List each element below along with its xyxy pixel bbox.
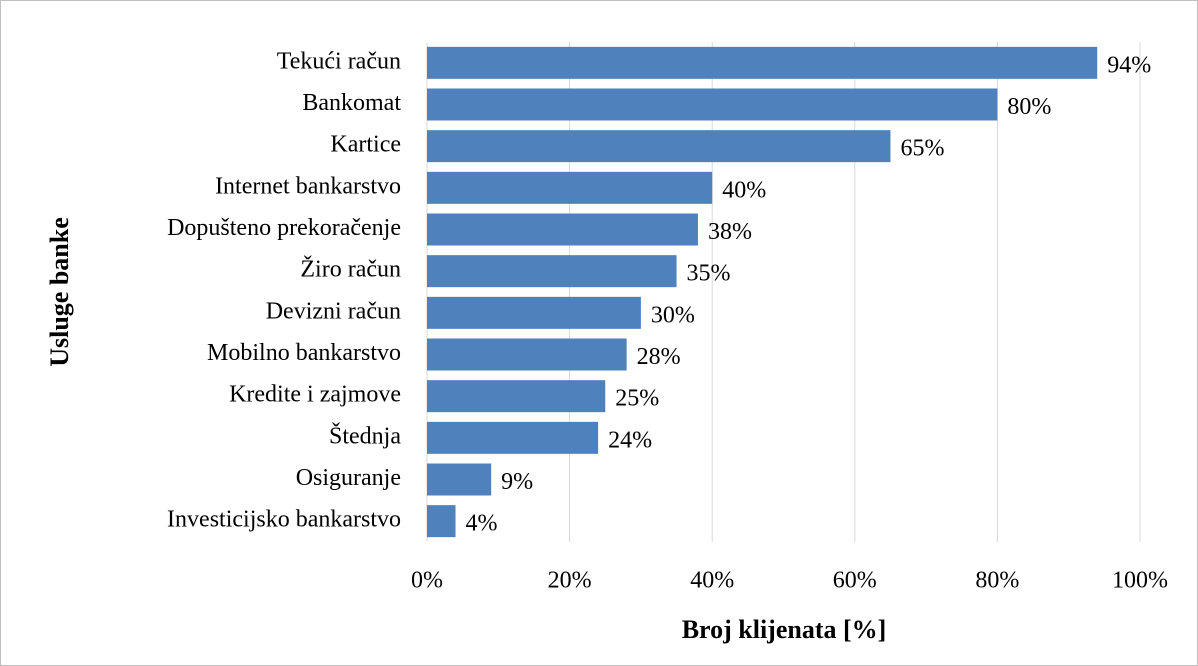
bar: [427, 296, 641, 329]
data-label: 94%: [1107, 52, 1151, 78]
data-label: 80%: [1007, 94, 1051, 120]
y-tick-label: Osiguranje: [296, 465, 401, 491]
bar: [427, 338, 627, 371]
data-label: 4%: [466, 511, 498, 537]
x-axis-title: Broj klijenata [%]: [682, 615, 887, 644]
y-tick-label: Štednja: [329, 422, 401, 449]
bar: [427, 88, 998, 121]
bar: [427, 46, 1098, 79]
y-tick-label: Bankomat: [302, 90, 401, 116]
y-tick-label: Mobilno bankarstvo: [207, 340, 401, 366]
y-tick-label: Investicijsko bankarstvo: [167, 507, 401, 533]
data-label: 25%: [615, 386, 659, 412]
bar: [427, 463, 492, 496]
y-tick-label: Dopušteno prekoračenje: [167, 215, 401, 241]
data-label: 30%: [651, 302, 695, 328]
x-tick-label: 60%: [833, 568, 877, 594]
y-tick-label: Kredite i zajmove: [229, 382, 401, 408]
data-label: 24%: [608, 427, 652, 453]
data-label: 40%: [722, 177, 766, 203]
x-tick-label: 20%: [548, 568, 592, 594]
x-tick-label: 100%: [1112, 568, 1168, 594]
bar: [427, 255, 677, 288]
x-tick-label: 0%: [411, 568, 443, 594]
x-tick-label: 80%: [975, 568, 1019, 594]
bar: [427, 130, 891, 163]
bar: [427, 421, 599, 454]
data-label: 9%: [501, 469, 533, 495]
bar: [427, 171, 713, 204]
y-tick-label: Tekući račun: [277, 48, 401, 74]
data-label: 65%: [900, 136, 944, 162]
bar: [427, 213, 698, 246]
bar: [427, 505, 456, 538]
y-tick-label: Internet bankarstvo: [215, 173, 401, 199]
y-tick-label: Kartice: [330, 132, 401, 158]
y-tick-label: Devizni račun: [266, 298, 401, 324]
x-tick-label: 40%: [690, 568, 734, 594]
data-label: 28%: [637, 344, 681, 370]
data-label: 38%: [708, 219, 752, 245]
bar: [427, 380, 606, 413]
data-label: 35%: [687, 261, 731, 287]
y-axis-title: Usluge banke: [45, 217, 74, 367]
y-tick-label: Žiro račun: [300, 257, 401, 283]
